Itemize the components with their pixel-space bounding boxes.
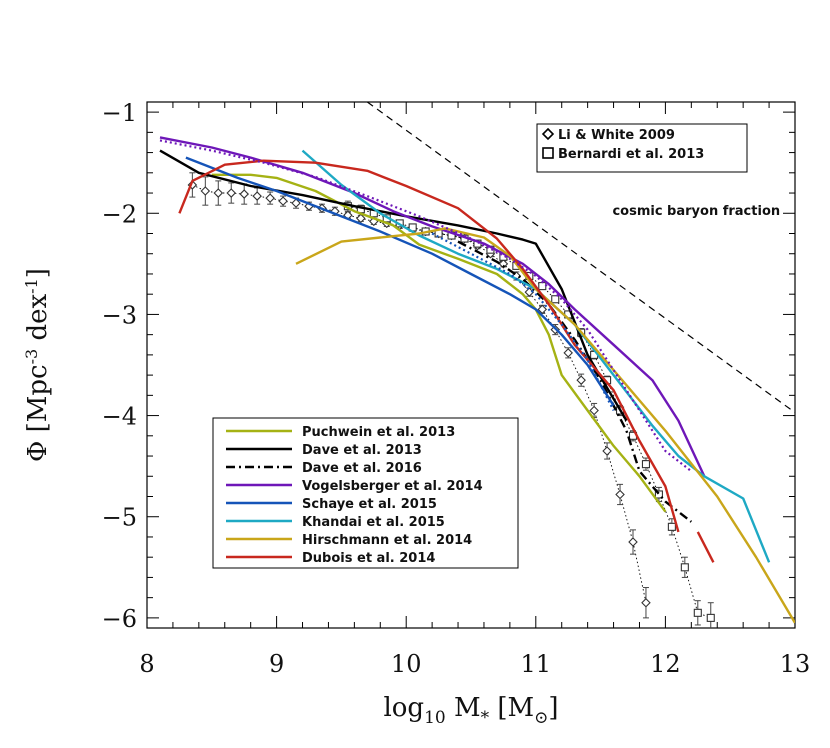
li-white-point [537,304,548,315]
series-dave-et-al-2013 [159,149,628,422]
series-puchwein-et-al-2013 [211,173,667,513]
li-white-point [239,189,249,199]
legend-label-dave-et-al-2016: Dave et al. 2016 [302,461,422,476]
series-vogelsberger-et-al-2014-dotted [159,139,692,473]
square-marker-icon [542,147,554,159]
series-vogelsberger-et-al-2014 [159,136,706,477]
legend-label-khandai-et-al-2015: Khandai et al. 2015 [302,515,445,530]
legend-label-hirschmann-et-al-2014: Hirschmann et al. 2014 [302,533,472,548]
plot-frame [146,101,796,629]
y-tick-label: −3 [102,301,137,329]
legend-label-dubois-et-al-2014: Dubois et al. 2014 [302,551,435,566]
li-white-point [356,213,366,224]
li-white-point [602,446,612,456]
bernardi-point [654,490,663,499]
x-tick-label: 9 [269,650,284,678]
li-white-point [563,348,573,358]
li-white-point [278,196,288,206]
li-white-point [589,405,599,416]
bernardi-point [641,460,651,469]
legend-li-white: Li & White 2009 [558,128,675,143]
simulations-legend: Puchwein et al. 2013 Dave et al. 2013 Dave… [212,417,519,569]
li-white-point [628,537,638,547]
observations-legend: Li & White 2009 Bernardi et al. 2013 [536,123,748,173]
bernardi-point [538,282,547,291]
axis-ticks [146,102,796,628]
bernardi-point [693,608,702,617]
legend-label-schaye-et-al-2015: Schaye et al. 2015 [302,497,437,512]
x-tick-label: 10 [391,650,422,678]
legend-label-puchwein-et-al-2013: Puchwein et al. 2013 [302,425,455,440]
bernardi-point [680,563,689,572]
model-series [159,136,795,624]
x-tick-label: 11 [521,650,552,678]
x-axis-label: log10 M* [M⊙] [383,693,558,728]
x-tick-label: 12 [650,650,681,678]
y-tick-label: −1 [102,99,137,127]
li-white-point [641,597,651,608]
y-tick-label: −4 [102,403,137,431]
series-dubois-et-al-2014 [178,159,680,533]
plot-area [159,102,795,628]
y-tick-label: −2 [102,200,137,228]
baryon-fraction-line [366,102,795,414]
li-white-point [498,259,509,269]
li-white-point [615,489,625,500]
axis-tick-labels: 8 9 10 11 12 13 −1 −2 −3 −4 −5 −6 [102,99,811,678]
bernardi-point [551,295,560,304]
series-schaye-et-al-2015 [185,156,615,407]
observations-legend-box [536,123,748,173]
y-axis-label: Φ [Mpc-3 dex-1] [22,268,53,462]
li-white-point [576,375,586,385]
li-white-point [226,188,237,198]
bernardi-point [667,522,676,531]
y-tick-label: −5 [102,504,137,532]
legend-label-dave-et-al-2013: Dave et al. 2013 [302,443,422,458]
diamond-marker-icon [541,127,555,141]
series-dubois-et-al-2014-massive-end [696,531,715,563]
series-hirschmann-et-al-2014 [295,227,795,624]
li-white-point [200,186,211,196]
legend-label-vogelsberger-et-al-2014: Vogelsberger et al. 2014 [302,479,483,494]
simulations-legend-box [212,417,519,569]
x-tick-label: 13 [780,650,811,678]
baryon-fraction-annotation: cosmic baryon fraction [612,204,780,219]
li-white-point [291,198,301,208]
li-white-point [213,188,224,198]
series-schaye-et-al-2015-dotted [431,232,615,412]
li-white-point [252,191,262,201]
y-tick-label: −6 [102,605,137,633]
legend-bernardi: Bernardi et al. 2013 [558,147,704,162]
bernardi-point [706,613,715,622]
x-tick-label: 8 [139,650,154,678]
li-white-point [265,193,275,203]
